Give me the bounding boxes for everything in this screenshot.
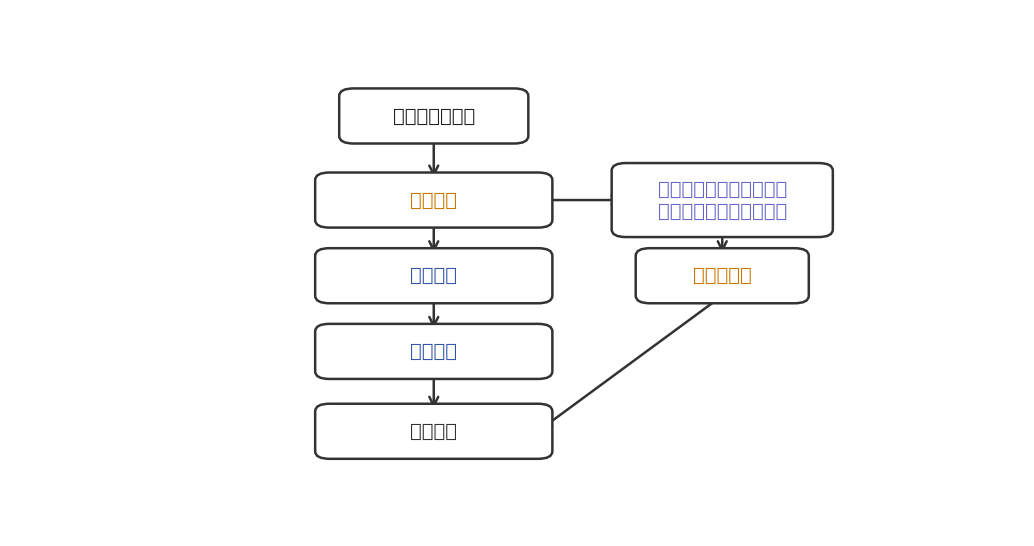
FancyBboxPatch shape [315,324,552,379]
FancyBboxPatch shape [636,248,809,303]
Text: 制作证件: 制作证件 [410,342,457,361]
Text: 申请人缴费: 申请人缴费 [693,266,752,285]
Text: 审批签发: 审批签发 [410,266,457,285]
Text: 申请人递交申请: 申请人递交申请 [393,106,475,126]
FancyBboxPatch shape [315,248,552,303]
Text: 对不符合要求的，退回申
请，并一次告知补正内容: 对不符合要求的，退回申 请，并一次告知补正内容 [658,180,787,221]
FancyBboxPatch shape [339,88,528,144]
Text: 领取证件: 领取证件 [410,422,457,441]
Text: 窗口受理: 窗口受理 [410,191,457,210]
FancyBboxPatch shape [315,403,552,459]
FancyBboxPatch shape [315,173,552,228]
FancyBboxPatch shape [612,163,832,237]
